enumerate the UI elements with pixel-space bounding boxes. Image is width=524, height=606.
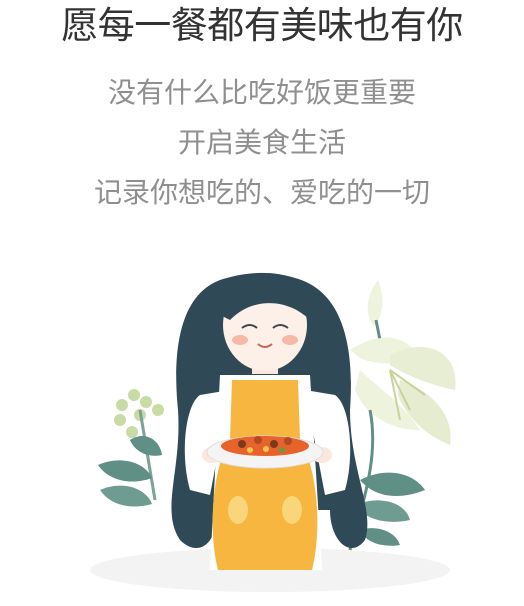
right-sleeve xyxy=(305,390,351,495)
apron-pocket-left xyxy=(228,496,248,524)
subtitle-line-2: 开启美食生活 xyxy=(177,126,346,159)
subtitle-line-1: 没有什么比吃好饭更重要 xyxy=(107,76,416,109)
bangs xyxy=(220,277,311,320)
left-cheek xyxy=(232,335,248,345)
girl-holding-dish-illustration xyxy=(60,240,480,602)
apron-pocket-right xyxy=(282,496,302,524)
mouth xyxy=(257,343,273,348)
illustration-svg xyxy=(90,272,456,592)
plate-with-food xyxy=(206,435,324,469)
right-cheek xyxy=(282,335,298,345)
subtitle-block: 没有什么比吃好饭更重要 开启美食生活 记录你想吃的、爱吃的一切 xyxy=(0,68,524,218)
leaves-left xyxy=(98,389,164,507)
left-eye xyxy=(241,324,258,329)
subtitle-line-3: 记录你想吃的、爱吃的一切 xyxy=(93,176,430,209)
right-eye xyxy=(272,324,289,329)
leaves-right xyxy=(355,472,425,546)
headline: 愿每一餐都有美味也有你 xyxy=(61,4,463,47)
